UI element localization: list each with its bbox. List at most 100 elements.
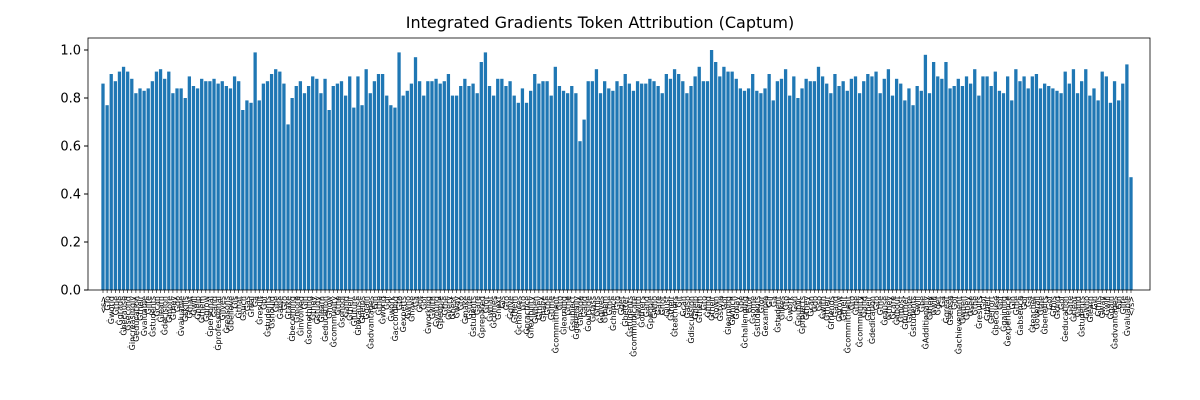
- bar: [364, 69, 368, 290]
- x-tick-label: Ġdiscussion: [686, 296, 696, 344]
- x-tick-label: Ġstudents: [624, 296, 634, 337]
- bar: [820, 76, 825, 291]
- bar: [619, 86, 623, 290]
- x-tick-label: Ġto: [517, 296, 527, 310]
- x-tick-label: Ġand: [830, 296, 840, 317]
- x-tick-label: Ġcan: [678, 296, 688, 317]
- x-tick-label: Ġpersonal: [205, 296, 215, 337]
- x-tick-label: Ġget: [616, 296, 626, 315]
- bar: [825, 83, 829, 290]
- x-tick-label: Ġgive: [505, 296, 515, 319]
- bar: [1100, 71, 1104, 290]
- x-tick-label: Ġof: [978, 296, 988, 310]
- x-tick-label: Ġof: [258, 296, 268, 310]
- x-tick-label: Ġlikes: [776, 296, 786, 320]
- bar: [1018, 81, 1022, 290]
- bar: [1022, 76, 1026, 291]
- bar: [878, 93, 882, 290]
- x-tick-label: Ġvaluable: [1122, 296, 1132, 336]
- bar: [450, 95, 455, 290]
- bar: [956, 78, 960, 290]
- bar: [664, 74, 668, 290]
- bar: [685, 93, 689, 290]
- x-tick-label: Ġa: [250, 296, 260, 307]
- x-tick-label: Ġbe: [271, 296, 281, 312]
- bar: [804, 78, 808, 290]
- x-tick-label: Ġchallenging: [739, 296, 749, 348]
- bar: [413, 57, 418, 291]
- x-tick-label: Ġand: [579, 296, 589, 317]
- bar: [278, 71, 282, 290]
- x-tick-label: Ġresults: [974, 296, 984, 329]
- bar: [607, 88, 611, 291]
- bar: [479, 62, 483, 290]
- x-tick-label: Ġfor: [480, 295, 490, 313]
- x-tick-label: Ġtheir: [707, 295, 717, 321]
- x-tick-label: Ġwork: [386, 296, 396, 322]
- bar: [286, 124, 290, 291]
- bar: [890, 95, 895, 290]
- x-tick-label: Ġso: [813, 296, 823, 311]
- bar: [660, 93, 664, 290]
- x-tick-label: Ġof: [1044, 296, 1054, 310]
- x-tick-label: Ġstudy: [312, 296, 322, 325]
- x-tick-label: Ġworld: [378, 296, 388, 324]
- bar: [763, 88, 767, 291]
- x-tick-label: Ġin: [369, 296, 379, 310]
- bar: [837, 86, 841, 290]
- x-tick-label: Ġwith: [427, 296, 437, 319]
- bar: [430, 81, 434, 290]
- bar: [175, 88, 179, 291]
- x-tick-label: Ġof: [1019, 296, 1029, 310]
- x-tick-label: Ġreasons: [221, 296, 231, 333]
- x-tick-label: Ġa: [411, 296, 421, 307]
- bar: [1121, 83, 1125, 290]
- x-tick-label: Ġin: [1114, 296, 1124, 310]
- x-tick-label: Ġclear: [1068, 295, 1078, 322]
- x-tick-label: Ġbecause: [119, 296, 129, 336]
- bar: [512, 95, 516, 290]
- x-tick-label: Ġbe: [735, 296, 745, 312]
- x-tick-label: Ġto: [612, 296, 622, 310]
- x-tick-label: Ġwhen: [530, 296, 540, 324]
- x-tick-label: Ġwhich: [727, 296, 737, 326]
- x-tick-label: Ġand: [859, 296, 869, 317]
- x-tick-label: Ġpeople: [645, 296, 655, 329]
- bar: [101, 83, 105, 290]
- x-tick-label: Ġeducation: [320, 296, 330, 342]
- x-tick-label: Ġgenerally: [571, 296, 581, 340]
- x-tick-label: Ġabout: [892, 296, 902, 325]
- x-tick-label: Ġgrow: [834, 296, 844, 322]
- bar: [574, 93, 578, 290]
- x-tick-label: Ġhelps: [357, 296, 367, 324]
- bar: [261, 83, 266, 290]
- x-tick-label: Ġthat: [184, 296, 194, 318]
- bar: [590, 81, 594, 290]
- x-tick-label: Ġaccording: [390, 296, 400, 341]
- bar: [298, 81, 303, 290]
- x-tick-label: Ġcommunicate: [628, 296, 638, 357]
- x-tick-label: Ġstudent: [772, 296, 782, 333]
- x-tick-label: Ġif: [764, 296, 774, 307]
- x-tick-label: Ġlot: [415, 296, 425, 312]
- bar: [315, 78, 319, 290]
- bar: [274, 69, 278, 290]
- bar: [640, 83, 644, 290]
- x-tick-label: Ġeducation: [131, 296, 141, 342]
- x-tick-label: Ġskills: [180, 296, 190, 322]
- bar: [783, 69, 788, 290]
- bar: [919, 90, 923, 290]
- bar: [154, 71, 159, 290]
- x-tick-label: Ġto: [846, 296, 856, 310]
- x-tick-label: Ġshould: [267, 296, 277, 329]
- bar: [1034, 74, 1039, 290]
- bar: [709, 50, 714, 290]
- x-tick-label: Ġoverall: [1031, 296, 1041, 329]
- x-tick-label: Ġfind: [702, 296, 712, 317]
- x-tick-label: Ġto: [871, 296, 881, 310]
- x-tick-label: Ġsome: [748, 296, 758, 324]
- bar: [1075, 93, 1080, 290]
- bar: [800, 88, 804, 291]
- bar: [997, 90, 1002, 290]
- x-tick-label: Ġpractice: [522, 296, 532, 335]
